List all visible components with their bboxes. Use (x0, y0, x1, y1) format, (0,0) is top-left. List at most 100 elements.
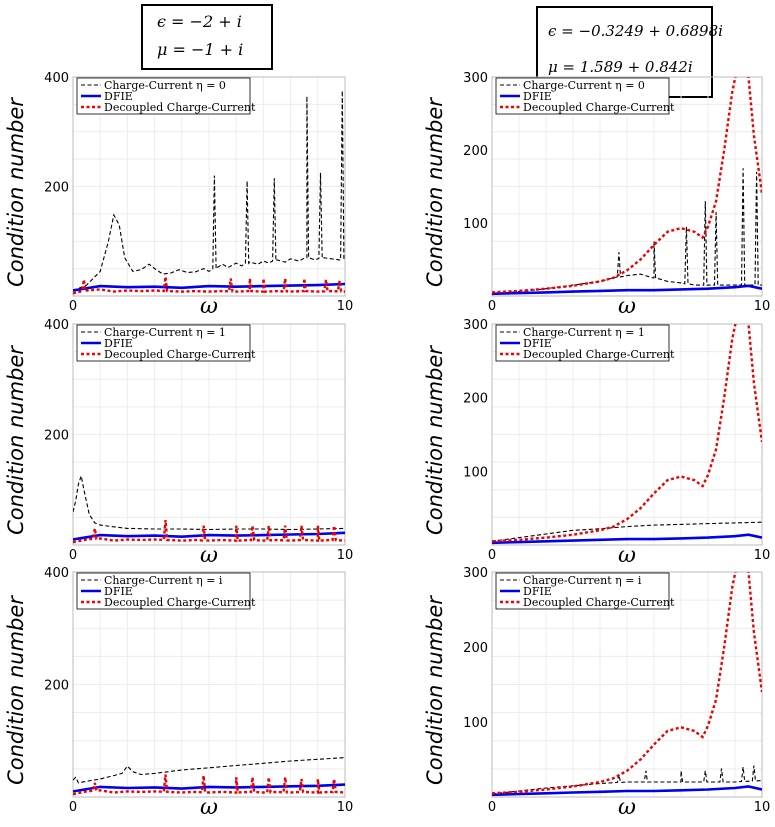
chart-panel-4: 200 400 0 10 ω Condition number Charge-Current… (4, 566, 353, 820)
y-tick-label: 100 (463, 217, 488, 232)
x-axis-label: ω (200, 294, 218, 319)
x-tick-label: 10 (337, 299, 354, 314)
x-tick-label: 0 (488, 299, 496, 314)
plot-frame (72, 571, 346, 798)
x-tick-label: 0 (488, 800, 496, 815)
y-tick-label: 200 (463, 144, 488, 159)
legend-label-dfie: DFIE (523, 585, 552, 598)
x-axis-label: ω (618, 543, 636, 568)
series-decoupled-line (492, 324, 762, 543)
legend-box (76, 77, 251, 115)
x-axis-label: ω (200, 795, 218, 820)
x-tick-label: 0 (69, 299, 77, 314)
y-tick-label: 100 (463, 465, 488, 480)
y-tick-label: 300 (463, 318, 488, 333)
legend-label-dfie: DFIE (523, 90, 552, 103)
x-tick-label: 0 (69, 548, 77, 563)
series-dfie-line (73, 783, 345, 793)
series-decoupled-line (73, 276, 345, 295)
y-axis-label: Condition number (423, 595, 447, 785)
y-axis-label: Condition number (423, 345, 447, 535)
series-dfie-line (73, 282, 345, 292)
legend-label-decoupled: Decoupled Charge-Current (523, 101, 675, 114)
y-tick-label: 200 (463, 641, 488, 656)
legend-label-decoupled: Decoupled Charge-Current (104, 101, 256, 114)
plot-frame (72, 323, 346, 546)
grid (492, 77, 762, 296)
legend-label-charge: Charge-Current η = i (104, 574, 223, 587)
x-tick-label: 0 (69, 800, 77, 815)
chart-panel-1: 100 200 300 0 10 ω Condition number Charge-Curr… (423, 71, 771, 319)
series-charge-line (73, 90, 345, 292)
plot-frame (491, 323, 763, 546)
chart-panel-2: 200 400 0 10 ω Condition number Charge-Current… (4, 318, 353, 568)
y-tick-label: 200 (463, 392, 488, 407)
y-axis-label: Condition number (4, 97, 28, 287)
series-charge-line (73, 473, 345, 531)
series-decoupled-line (73, 774, 345, 796)
y-tick-label: 400 (44, 318, 69, 333)
legend-label-dfie: DFIE (104, 337, 133, 350)
legend-label-charge: Charge-Current η = 0 (523, 79, 645, 92)
series-dfie-line (492, 785, 762, 797)
y-axis-label: Condition number (4, 595, 28, 785)
series-decoupled-line (492, 572, 762, 795)
y-tick-label: 400 (44, 566, 69, 581)
mu-label-right: μ = 1.589 + 0.842i (548, 58, 693, 76)
legend-label-decoupled: Decoupled Charge-Current (523, 348, 675, 361)
legend-label-charge: Charge-Current η = 1 (104, 326, 226, 339)
x-axis-label: ω (200, 543, 218, 568)
x-tick-label: 10 (754, 548, 771, 563)
chart-panel-0: 200 400 0 10 ω Condition number Charge-Current… (4, 71, 353, 319)
x-tick-label: 10 (337, 548, 354, 563)
y-tick-label: 200 (44, 429, 69, 444)
legend-label-dfie: DFIE (523, 337, 552, 350)
epsilon-label-left: ϵ = −2 + i (157, 12, 242, 31)
x-tick-label: 10 (337, 800, 354, 815)
series-decoupled-line (73, 519, 345, 544)
series-charge-line (492, 765, 762, 795)
y-axis-label: Condition number (4, 345, 28, 535)
legend-box (495, 77, 670, 115)
series-dfie-line (492, 533, 762, 545)
legend-label-decoupled: Decoupled Charge-Current (523, 596, 675, 609)
y-tick-label: 200 (44, 679, 69, 694)
grid (492, 572, 762, 797)
chart-panel-3: 100 200 300 0 10 ω Condition number Charge-Curr… (423, 318, 771, 568)
legend-label-dfie: DFIE (104, 90, 133, 103)
plot-frame (72, 76, 346, 297)
epsilon-label-right: ϵ = −0.3249 + 0.6898i (548, 22, 723, 40)
legend-label-decoupled: Decoupled Charge-Current (104, 596, 256, 609)
y-tick-label: 300 (463, 71, 488, 86)
y-axis-label: Condition number (423, 97, 447, 287)
parameter-box-left: ϵ = −2 + i μ = −1 + i (141, 4, 273, 70)
legend-label-decoupled: Decoupled Charge-Current (104, 348, 256, 361)
legend-box (76, 572, 251, 610)
mu-label-left: μ = −1 + i (157, 40, 244, 59)
legend-box (495, 324, 670, 362)
legend-label-charge: Charge-Current η = i (523, 574, 642, 587)
series-dfie-line (492, 284, 762, 296)
x-tick-label: 10 (754, 800, 771, 815)
x-axis-label: ω (618, 294, 636, 319)
legend-box (495, 572, 670, 610)
x-tick-label: 0 (488, 548, 496, 563)
series-charge-line (492, 168, 762, 295)
y-tick-label: 200 (44, 181, 69, 196)
x-axis-label: ω (618, 795, 636, 820)
series-decoupled-line (492, 77, 762, 294)
x-tick-label: 10 (754, 299, 771, 314)
legend-label-dfie: DFIE (104, 585, 133, 598)
legend-label-charge: Charge-Current η = 0 (104, 79, 226, 92)
y-tick-label: 300 (463, 566, 488, 581)
y-tick-label: 400 (44, 71, 69, 86)
legend-label-charge: Charge-Current η = 1 (523, 326, 645, 339)
y-tick-label: 100 (463, 716, 488, 731)
